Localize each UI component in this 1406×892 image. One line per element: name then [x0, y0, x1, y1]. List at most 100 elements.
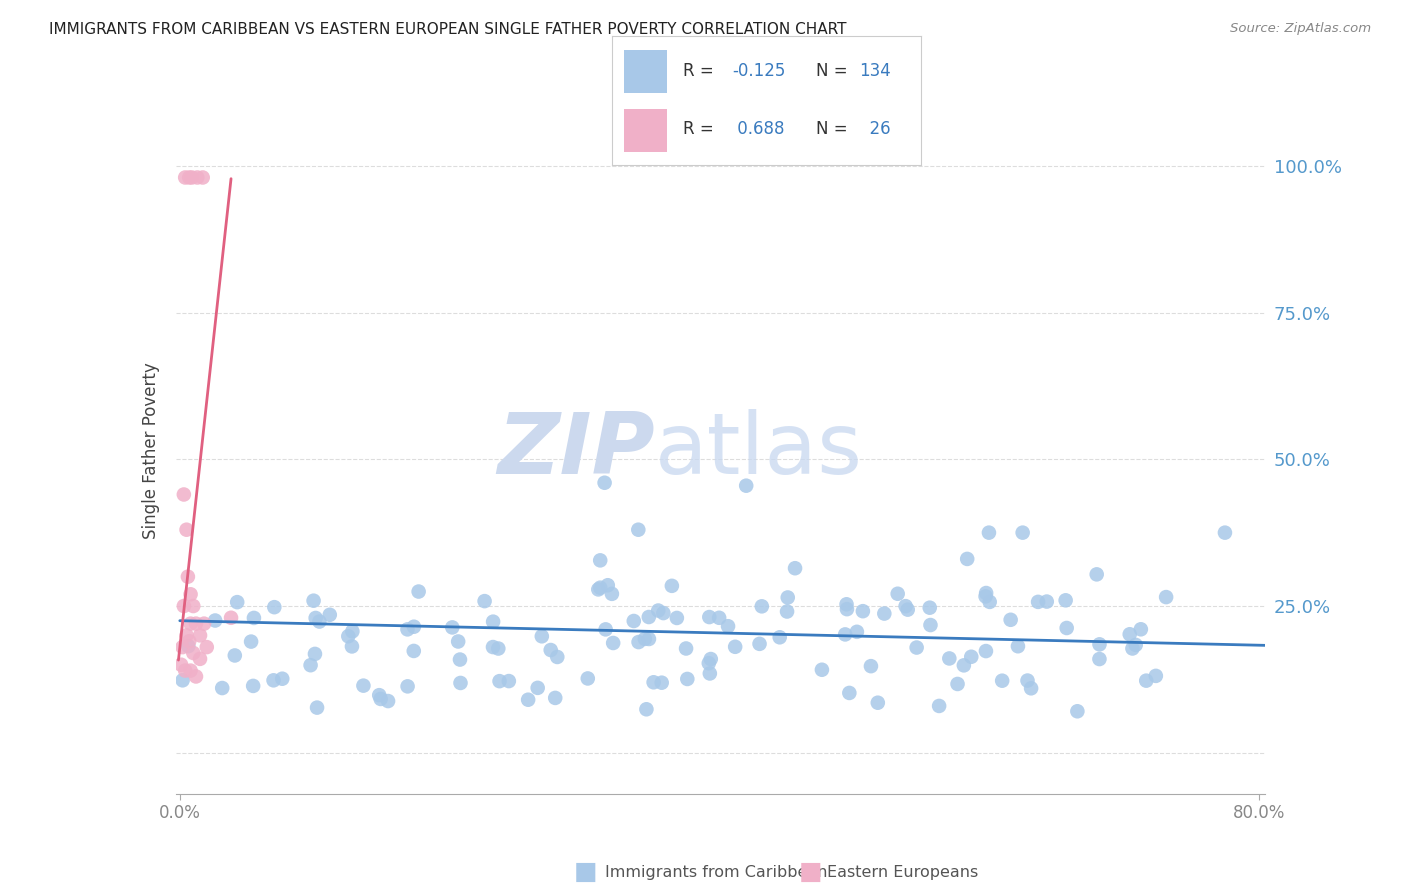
- Point: [193, 616, 215, 631]
- Point: [834, 627, 856, 641]
- Point: [488, 674, 510, 689]
- Point: [173, 599, 195, 613]
- Point: [482, 615, 505, 629]
- Point: [184, 616, 207, 631]
- Point: [184, 669, 207, 683]
- Point: [219, 611, 242, 625]
- Point: [956, 552, 979, 566]
- Point: [240, 634, 263, 648]
- Point: [370, 692, 392, 706]
- Point: [172, 640, 194, 654]
- Point: [449, 652, 471, 666]
- Point: [319, 607, 342, 622]
- Point: [243, 611, 266, 625]
- Point: [174, 664, 197, 678]
- Point: [595, 623, 617, 637]
- Text: R =: R =: [683, 120, 713, 138]
- Point: [540, 643, 562, 657]
- Point: [735, 478, 758, 492]
- Point: [866, 696, 889, 710]
- Text: ■: ■: [799, 861, 823, 884]
- Point: [1026, 595, 1049, 609]
- Point: [974, 590, 997, 604]
- Point: [342, 624, 364, 639]
- Point: [186, 170, 208, 185]
- Point: [226, 595, 249, 609]
- Point: [697, 610, 720, 624]
- Point: [634, 632, 657, 646]
- Point: [441, 620, 464, 634]
- Point: [852, 604, 875, 618]
- Point: [596, 578, 619, 592]
- Point: [977, 525, 1000, 540]
- Point: [991, 673, 1014, 688]
- Point: [623, 614, 645, 628]
- Point: [894, 599, 917, 614]
- Point: [308, 615, 330, 629]
- Point: [204, 614, 226, 628]
- Point: [188, 652, 211, 666]
- Point: [897, 602, 920, 616]
- Point: [271, 672, 294, 686]
- Point: [1054, 593, 1077, 607]
- Point: [302, 593, 325, 607]
- Point: [724, 640, 747, 654]
- Point: [700, 652, 723, 666]
- Point: [588, 582, 610, 597]
- Point: [697, 656, 720, 670]
- Point: [1125, 638, 1147, 652]
- Point: [835, 602, 858, 616]
- Point: [173, 487, 195, 501]
- Point: [447, 634, 470, 648]
- Point: [526, 681, 548, 695]
- Point: [627, 523, 650, 537]
- Point: [845, 624, 868, 639]
- Point: [1035, 594, 1057, 608]
- Point: [859, 659, 882, 673]
- Text: N =: N =: [815, 62, 848, 80]
- Point: [652, 606, 675, 620]
- Point: [181, 170, 204, 185]
- Point: [1056, 621, 1078, 635]
- Text: Source: ZipAtlas.com: Source: ZipAtlas.com: [1230, 22, 1371, 36]
- Point: [179, 634, 201, 648]
- Point: [776, 605, 799, 619]
- Text: 26: 26: [859, 120, 890, 138]
- Point: [188, 628, 211, 642]
- Text: 134: 134: [859, 62, 891, 80]
- Text: ZIP: ZIP: [498, 409, 655, 492]
- Point: [661, 579, 683, 593]
- Point: [647, 603, 669, 617]
- Point: [402, 644, 425, 658]
- Point: [699, 666, 721, 681]
- Point: [304, 647, 326, 661]
- Point: [176, 628, 198, 642]
- Point: [191, 170, 214, 185]
- Point: [486, 641, 509, 656]
- Point: [1007, 639, 1029, 653]
- Point: [1000, 613, 1022, 627]
- Point: [299, 658, 322, 673]
- Point: [368, 688, 391, 702]
- Point: [224, 648, 246, 663]
- Text: 0.688: 0.688: [733, 120, 785, 138]
- Point: [751, 599, 773, 614]
- Point: [180, 587, 202, 601]
- Point: [776, 591, 799, 605]
- Point: [498, 674, 520, 689]
- Text: -0.125: -0.125: [733, 62, 786, 80]
- Point: [1121, 641, 1143, 656]
- Point: [180, 616, 202, 631]
- Point: [1144, 669, 1167, 683]
- Point: [211, 681, 233, 695]
- Point: [748, 637, 770, 651]
- Text: Immigrants from Caribbean: Immigrants from Caribbean: [605, 865, 827, 880]
- Point: [1135, 673, 1157, 688]
- Point: [396, 679, 419, 693]
- Point: [643, 675, 665, 690]
- Point: [450, 676, 472, 690]
- Text: atlas: atlas: [655, 409, 863, 492]
- Point: [651, 675, 673, 690]
- Point: [517, 692, 540, 706]
- Point: [482, 640, 505, 654]
